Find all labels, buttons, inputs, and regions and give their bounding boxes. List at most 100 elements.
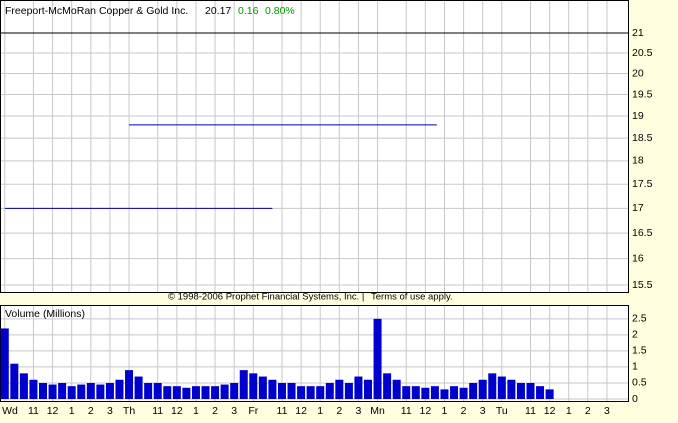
volume-bar <box>86 382 95 399</box>
x-tick-label: Mn <box>370 405 385 417</box>
volume-bar <box>335 379 344 399</box>
volume-bar <box>125 370 134 399</box>
volume-bar <box>459 387 468 399</box>
y-tick-label: 20.5 <box>632 47 653 59</box>
x-tick-label: Th <box>123 405 135 417</box>
volume-bar <box>545 389 554 399</box>
x-tick-label: 2 <box>461 405 467 417</box>
y-tick-label: 20 <box>632 67 644 79</box>
volume-bar <box>77 384 86 399</box>
volume-bar <box>191 386 200 399</box>
price-change-pct: 0.80% <box>265 5 295 17</box>
x-tick-label: 11 <box>525 405 536 417</box>
volume-title: Volume (Millions) <box>5 308 85 320</box>
volume-bar <box>230 382 239 399</box>
volume-bar <box>354 376 363 399</box>
x-tick-label: 1 <box>193 405 199 417</box>
x-tick-label: 11 <box>28 405 39 417</box>
volume-bar <box>277 382 286 399</box>
footer-credit: © 1998-2006 Prophet Financial Systems, I… <box>168 292 364 303</box>
volume-bar <box>172 386 181 399</box>
y-tick-label: 0 <box>632 393 638 405</box>
x-tick-label: 1 <box>69 405 75 417</box>
volume-bar <box>325 382 334 399</box>
volume-bar <box>516 382 525 399</box>
volume-bar <box>450 386 459 399</box>
volume-bar <box>287 382 296 399</box>
volume-bar <box>392 379 401 399</box>
x-tick-label: 3 <box>356 405 362 417</box>
volume-bar <box>48 384 57 399</box>
volume-bar <box>96 384 105 399</box>
volume-bar <box>478 379 487 399</box>
x-tick-label: 11 <box>152 405 163 417</box>
y-tick-label: 17 <box>632 202 644 214</box>
x-tick-label: Tu <box>496 405 508 417</box>
y-tick-label: 0.5 <box>632 377 647 389</box>
terms-link[interactable]: Terms of use apply. <box>371 292 453 303</box>
volume-bar <box>297 386 306 399</box>
volume-bar <box>488 373 497 399</box>
volume-bar <box>383 373 392 399</box>
y-tick-label: 2.5 <box>632 313 647 325</box>
x-tick-label: 1 <box>566 405 572 417</box>
volume-bar <box>0 328 9 399</box>
volume-bar <box>249 373 258 399</box>
x-tick-label: 12 <box>295 405 307 417</box>
y-tick-label: 15.5 <box>632 279 653 291</box>
x-tick-label: 2 <box>336 405 342 417</box>
y-tick-label: 17.5 <box>632 178 653 190</box>
volume-bar <box>364 379 373 399</box>
x-tick-label: 3 <box>107 405 113 417</box>
y-tick-label: 18.5 <box>632 132 653 144</box>
x-tick-label: 2 <box>88 405 94 417</box>
volume-bar <box>239 370 248 399</box>
volume-bar <box>153 382 162 399</box>
volume-bar <box>105 382 114 399</box>
volume-bar <box>258 376 267 399</box>
volume-bar <box>182 387 191 399</box>
x-tick-label: 1 <box>317 405 323 417</box>
volume-bar <box>421 387 430 399</box>
x-tick-label: 12 <box>544 405 556 417</box>
volume-bar <box>402 386 411 399</box>
x-tick-label: 12 <box>171 405 183 417</box>
volume-bar <box>19 373 28 399</box>
x-tick-label: Wd <box>2 405 18 417</box>
volume-bar <box>373 318 382 399</box>
volume-bar <box>268 379 277 399</box>
y-tick-label: 2 <box>632 329 638 341</box>
volume-bar <box>29 379 38 399</box>
x-tick-label: 12 <box>47 405 59 417</box>
volume-bar <box>39 382 48 399</box>
price-panel <box>0 0 629 293</box>
y-tick-label: 21 <box>632 27 644 39</box>
volume-bar <box>536 386 545 399</box>
y-tick-label: 1 <box>632 361 638 373</box>
volume-bar <box>220 384 229 399</box>
volume-bar <box>497 376 506 399</box>
last-price: 20.17 <box>205 5 231 17</box>
volume-bar <box>201 386 210 399</box>
x-tick-label: 1 <box>442 405 448 417</box>
y-tick-label: 16 <box>632 252 644 264</box>
y-tick-label: 18 <box>632 155 644 167</box>
volume-bar <box>10 363 19 399</box>
volume-bar <box>134 376 143 399</box>
volume-bar <box>344 382 353 399</box>
volume-bar <box>526 382 535 399</box>
volume-bar <box>306 386 315 399</box>
y-tick-label: 19 <box>632 110 644 122</box>
y-tick-label: 19.5 <box>632 88 653 100</box>
x-tick-label: 3 <box>604 405 610 417</box>
volume-bar <box>507 379 516 399</box>
y-tick-label: 16.5 <box>632 227 653 239</box>
x-tick-label: 3 <box>480 405 486 417</box>
y-tick-label: 1.5 <box>632 345 647 357</box>
x-tick-label: 2 <box>212 405 218 417</box>
volume-bar <box>440 389 449 399</box>
x-tick-label: Fr <box>248 405 258 417</box>
volume-bar <box>163 386 172 399</box>
volume-bar <box>411 386 420 399</box>
